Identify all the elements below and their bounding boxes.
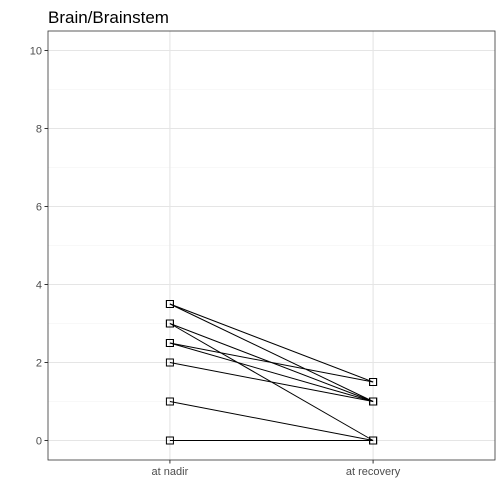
- series-line-7: [169, 401, 374, 441]
- chart-title: Brain/Brainstem: [48, 8, 169, 27]
- y-tick-label: 0: [36, 436, 42, 448]
- data-point-square: [165, 300, 174, 308]
- data-point-square: [369, 378, 378, 386]
- y-tick-label: 6: [36, 202, 42, 214]
- series-lines: [169, 303, 374, 441]
- x-tick-label: at recovery: [346, 466, 401, 478]
- x-tick-label: at nadir: [152, 466, 189, 478]
- series-line-4: [169, 342, 374, 383]
- data-point-square: [165, 397, 174, 406]
- data-point-square: [165, 436, 174, 445]
- panel-border: [47, 30, 496, 461]
- x-axis: at nadir at recovery: [152, 460, 401, 478]
- y-tick-label: 8: [36, 124, 42, 136]
- series-line-5: [169, 342, 374, 402]
- series-points: [165, 300, 378, 445]
- data-point-square: [369, 436, 378, 445]
- grid: [48, 31, 495, 460]
- series-line-1: [169, 303, 374, 402]
- y-tick-label: 2: [36, 358, 42, 370]
- y-axis: 0 2 4 6 8 10: [30, 46, 48, 448]
- series-line-0: [169, 303, 374, 383]
- data-point-square: [165, 339, 174, 347]
- series-line-6: [169, 362, 374, 402]
- y-tick-label: 10: [30, 46, 42, 58]
- data-point-square: [165, 358, 174, 367]
- y-tick-label: 4: [36, 280, 42, 292]
- data-point-square: [165, 319, 174, 328]
- data-point-square: [369, 397, 378, 406]
